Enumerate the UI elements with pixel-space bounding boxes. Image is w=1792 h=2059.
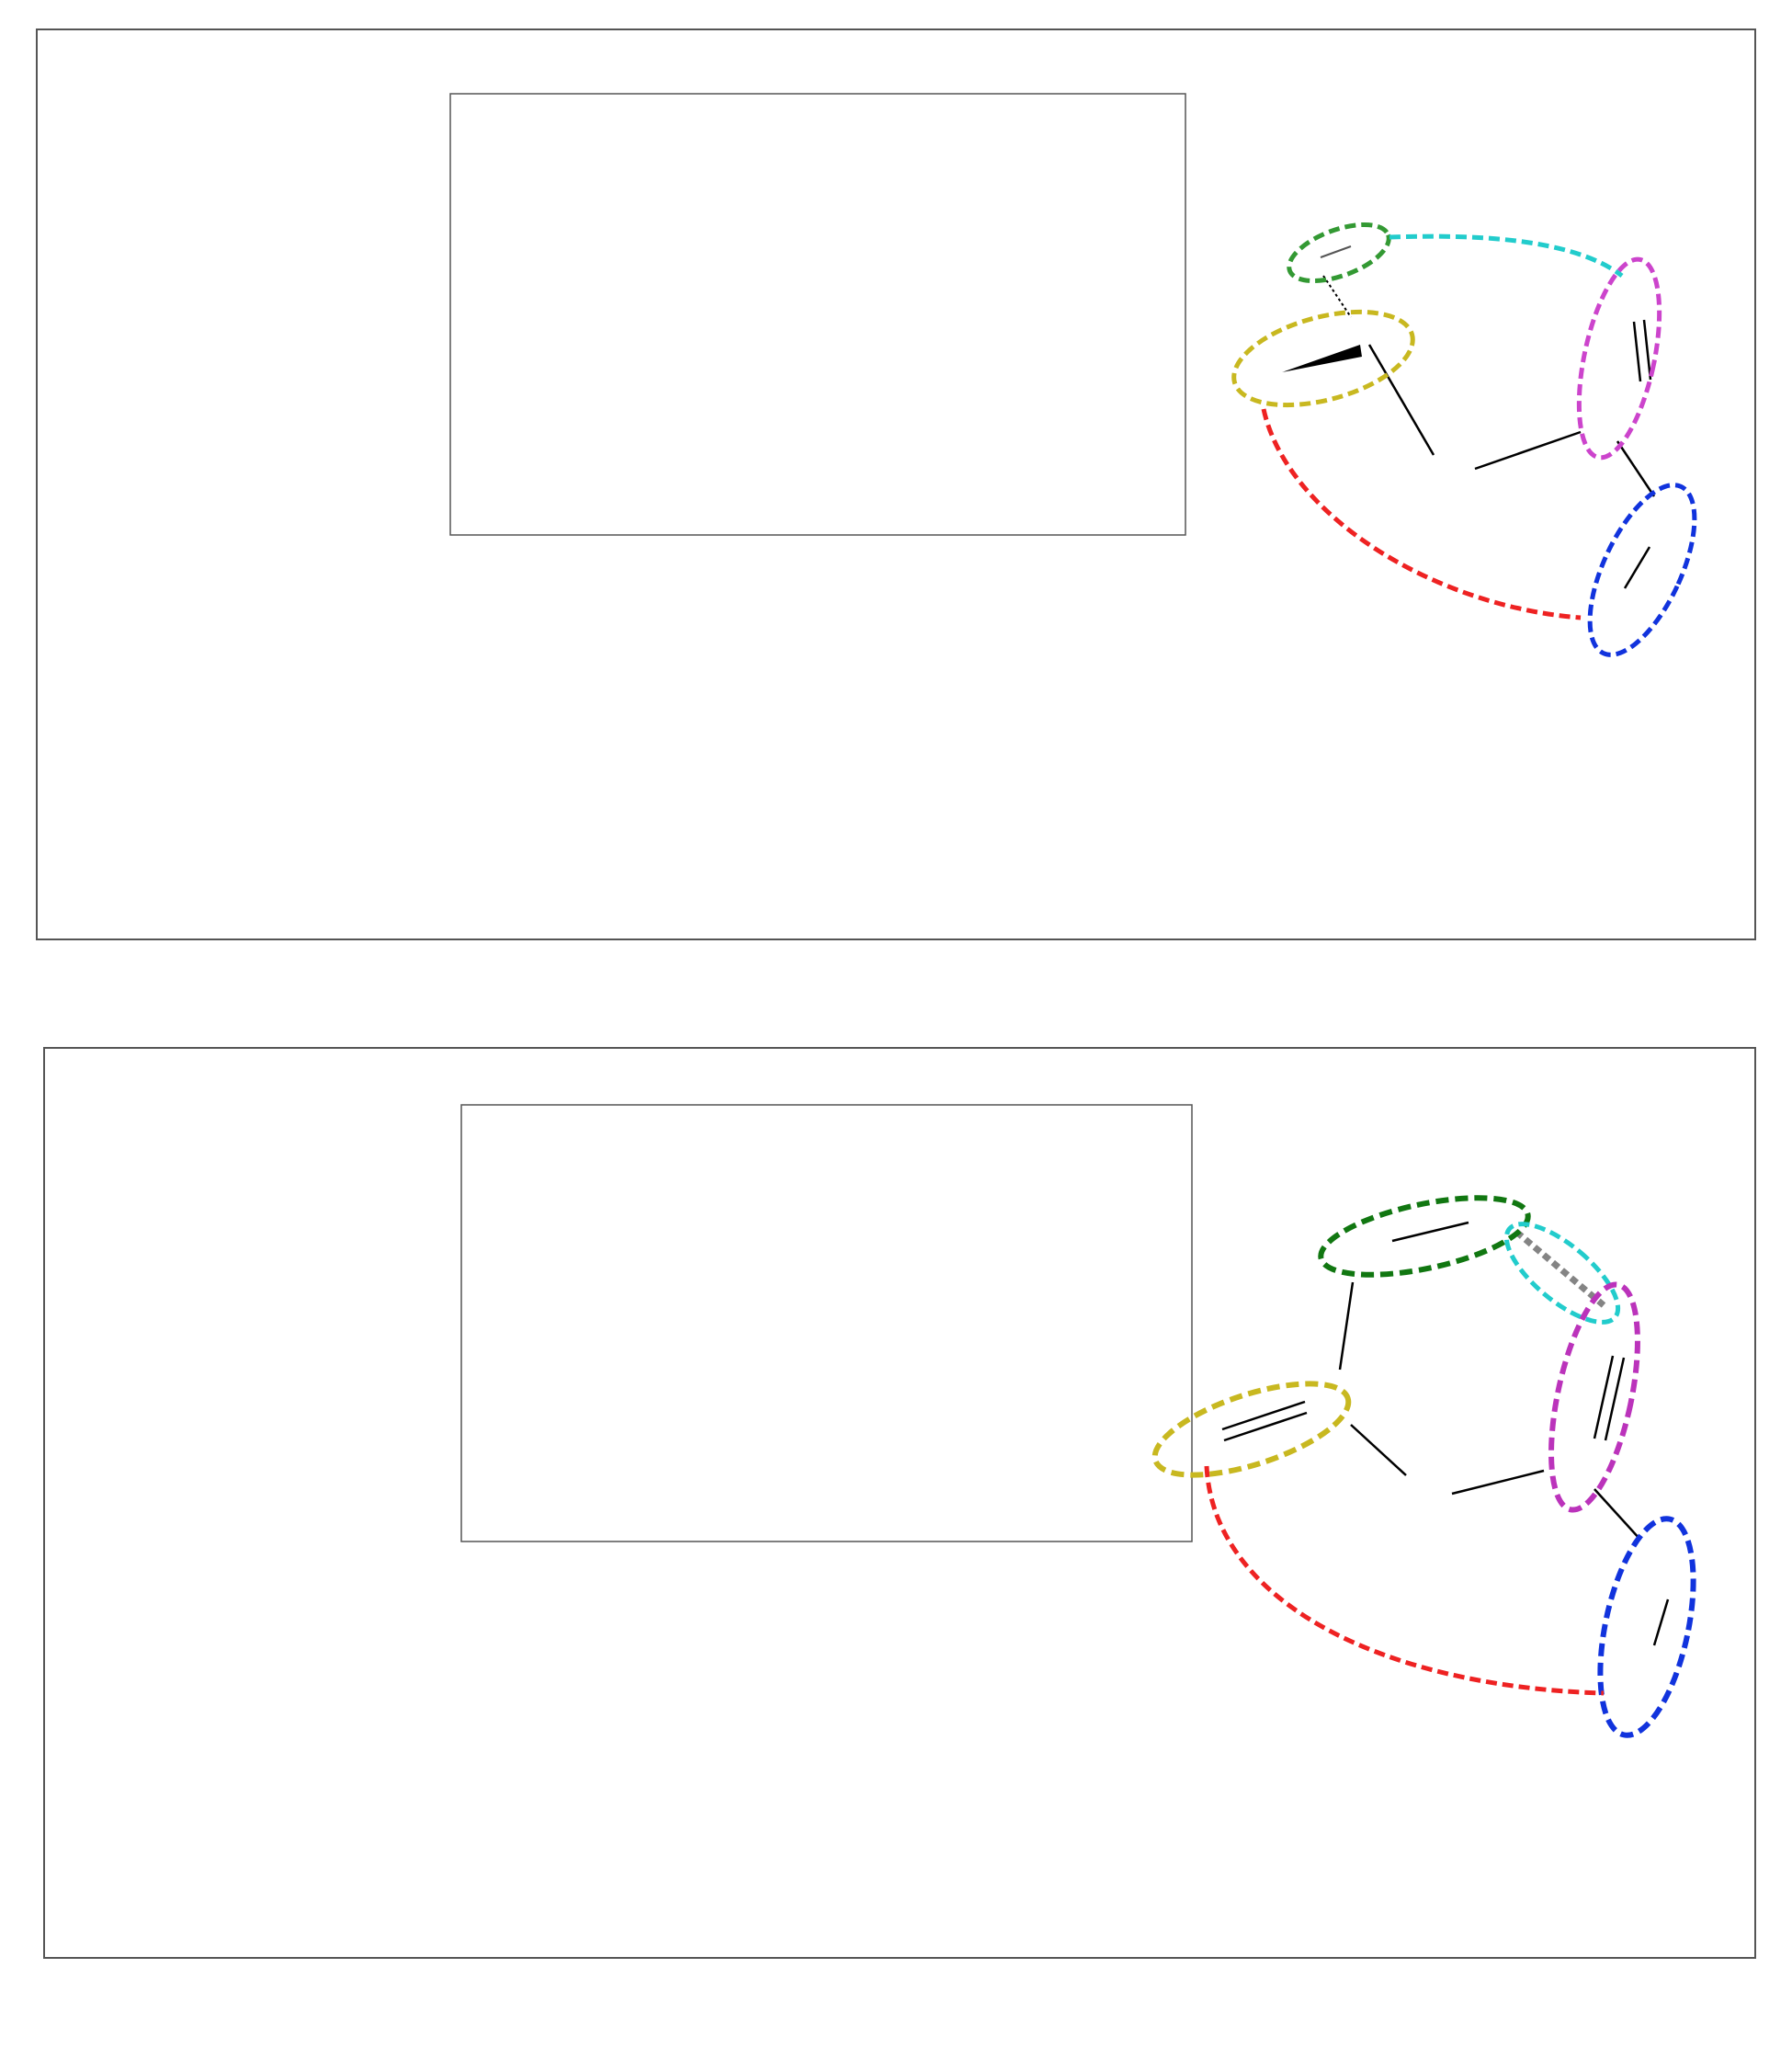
bottom-inset-frame	[460, 1104, 1193, 1542]
bottom-panel	[43, 1047, 1756, 1959]
bond-o2-h1	[1391, 1221, 1469, 1243]
bond-o2-c3	[1632, 321, 1642, 382]
hbond-dotted	[1514, 1229, 1606, 1308]
bond-c2-c3	[1474, 430, 1582, 471]
highlight-oh-blue	[1597, 1516, 1696, 1738]
bond-o3-c3	[1593, 1355, 1615, 1439]
distance-oh-red	[1204, 1465, 1605, 1696]
distance-oh-red	[1261, 408, 1582, 620]
top-panel	[36, 28, 1756, 940]
wedge-bond	[1282, 345, 1362, 372]
bond-c3-o3	[1616, 440, 1656, 497]
highlight-oh-green	[1318, 1195, 1531, 1278]
bond-c1-c2	[1350, 1424, 1407, 1476]
highlight-co-magenta	[1576, 256, 1662, 461]
highlight-hbond-cyan	[1503, 1222, 1621, 1325]
bond-o4-h2	[1652, 1598, 1670, 1646]
highlight-co-magenta	[1548, 1281, 1640, 1513]
top-inset-frame	[449, 93, 1186, 536]
highlight-co-yellow	[1231, 309, 1415, 408]
bond-c2-c3	[1451, 1469, 1545, 1496]
bond-c1-c2	[1367, 344, 1435, 456]
molecule-diagram-bottom	[1151, 1195, 1696, 1738]
bond-o3-h2	[1623, 546, 1651, 589]
bond-o2-c3-double	[1642, 319, 1652, 381]
bond-o2-c1	[1338, 1281, 1355, 1371]
bond-o1-c1-double	[1223, 1411, 1308, 1442]
molecule-diagram-top	[1231, 222, 1697, 657]
bond-o1-c1	[1221, 1400, 1306, 1431]
bond-oh-top	[1320, 245, 1352, 258]
bond-c3-o4	[1594, 1488, 1641, 1541]
highlight-oh-green	[1287, 222, 1391, 284]
bond-o3-c3-double	[1604, 1357, 1626, 1441]
highlight-co-yellow	[1151, 1381, 1352, 1478]
